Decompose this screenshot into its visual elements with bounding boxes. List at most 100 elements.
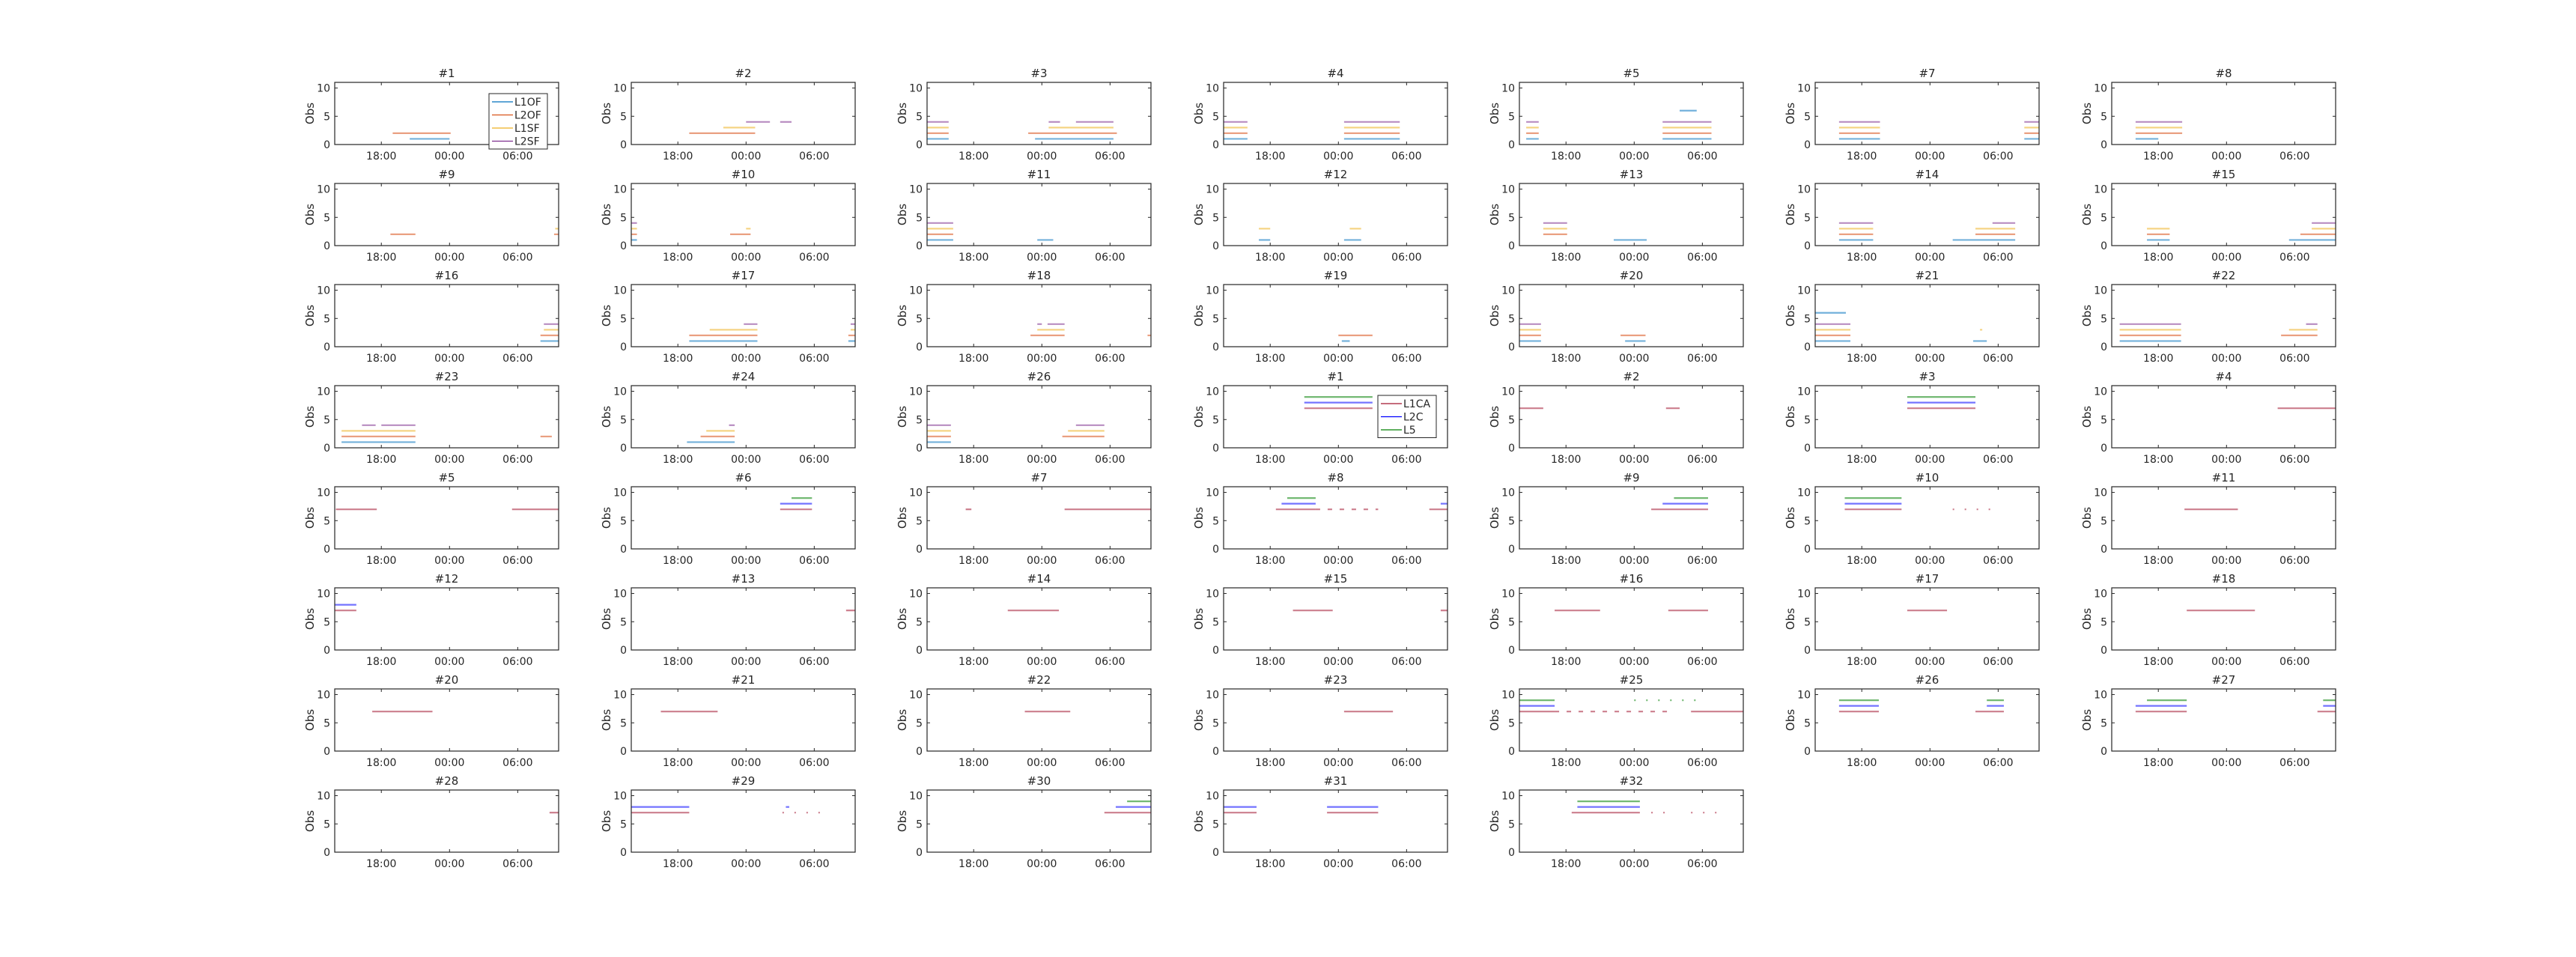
subplot-glonass-11: #11 0 5 10 18:00 00:00 06:00 Obs: [896, 168, 1152, 264]
subplot-gps-9: #9 0 5 10 18:00 00:00 06:00 Obs: [1488, 471, 1744, 567]
y-tick-label: 0: [1804, 341, 1811, 353]
y-tick-label: 10: [909, 386, 923, 398]
x-tick-label: 00:00: [731, 858, 761, 870]
axes-box: [2111, 183, 2336, 246]
subplot-gps-18: #18 0 5 10 18:00 00:00 06:00 Obs: [2080, 572, 2336, 668]
x-tick-label: 00:00: [434, 656, 464, 668]
y-tick-label: 10: [1501, 487, 1515, 499]
y-tick-label: 0: [916, 544, 923, 556]
axes-box: [334, 385, 559, 449]
y-tick-label: 10: [613, 184, 627, 196]
subplot-title: #30: [1027, 774, 1051, 788]
y-tick-label: 0: [1212, 847, 1219, 859]
axes-box: [334, 789, 559, 853]
x-tick-label: 18:00: [1255, 555, 1285, 567]
subplot-title: #8: [2215, 67, 2232, 80]
x-tick-label: 18:00: [2143, 151, 2173, 162]
x-tick-label: 18:00: [1847, 555, 1877, 567]
axes-box: [334, 587, 559, 651]
x-tick-label: 00:00: [1915, 656, 1945, 668]
y-axis-label: Obs: [1192, 608, 1206, 630]
x-tick-label: 06:00: [2279, 757, 2309, 769]
subplot-title: #11: [2212, 471, 2236, 484]
subplot-gps-11: #11 0 5 10 18:00 00:00 06:00 Obs: [2080, 471, 2336, 567]
y-axis-label: Obs: [600, 810, 613, 832]
y-tick-label: 10: [909, 487, 923, 499]
x-tick-label: 06:00: [1391, 555, 1421, 567]
x-tick-label: 00:00: [1027, 353, 1057, 365]
subplot-title: #16: [1620, 572, 1644, 586]
subplot-gps-2: #2 0 5 10 18:00 00:00 06:00 Obs: [1488, 370, 1744, 466]
y-tick-label: 0: [1212, 341, 1219, 353]
x-tick-label: 06:00: [502, 555, 532, 567]
y-tick-label: 10: [613, 386, 627, 398]
subplot-glonass-13: #13 0 5 10 18:00 00:00 06:00 Obs: [1488, 168, 1744, 264]
axes-box: [334, 486, 559, 550]
y-tick-label: 5: [1804, 616, 1811, 628]
x-tick-label: 06:00: [1687, 151, 1717, 162]
axes-box: [2111, 385, 2336, 449]
x-tick-label: 18:00: [1551, 555, 1581, 567]
y-axis-label: Obs: [1488, 305, 1501, 326]
y-tick-label: 5: [916, 616, 923, 628]
y-axis-label: Obs: [600, 507, 613, 529]
x-tick-label: 18:00: [1255, 656, 1285, 668]
subplot-title: #2: [1623, 370, 1639, 383]
y-tick-label: 0: [2100, 341, 2107, 353]
y-axis-label: Obs: [1784, 103, 1797, 124]
y-tick-label: 5: [1508, 717, 1515, 729]
y-tick-label: 0: [323, 443, 330, 455]
axes-box: [334, 284, 559, 347]
x-tick-label: 00:00: [1619, 353, 1649, 365]
x-tick-label: 00:00: [1619, 151, 1649, 162]
y-tick-label: 5: [1212, 515, 1219, 527]
x-tick-label: 18:00: [1847, 454, 1877, 466]
y-tick-label: 0: [1508, 240, 1515, 252]
x-tick-label: 00:00: [1027, 858, 1057, 870]
x-tick-label: 06:00: [1095, 454, 1125, 466]
axes-box: [1519, 385, 1744, 449]
x-tick-label: 06:00: [1983, 252, 2013, 264]
y-tick-label: 0: [323, 240, 330, 252]
y-axis-label: Obs: [600, 103, 613, 124]
y-tick-label: 10: [317, 589, 330, 601]
subplot-title: #3: [1030, 67, 1047, 80]
y-axis-label: Obs: [2080, 103, 2094, 124]
x-tick-label: 06:00: [1983, 151, 2013, 162]
y-axis-label: Obs: [303, 810, 317, 832]
x-tick-label: 06:00: [1983, 454, 2013, 466]
x-tick-label: 00:00: [434, 353, 464, 365]
axes-box: [926, 486, 1152, 550]
x-tick-label: 18:00: [1847, 353, 1877, 365]
y-tick-label: 5: [1508, 414, 1515, 426]
subplot-glonass-18: #18 0 5 10 18:00 00:00 06:00 Obs: [896, 269, 1152, 365]
y-tick-label: 0: [916, 443, 923, 455]
y-tick-label: 5: [323, 414, 330, 426]
x-tick-label: 18:00: [663, 858, 693, 870]
y-tick-label: 5: [1804, 717, 1811, 729]
x-tick-label: 18:00: [663, 757, 693, 769]
x-tick-label: 00:00: [1323, 858, 1353, 870]
y-tick-label: 10: [317, 184, 330, 196]
y-tick-label: 0: [620, 847, 627, 859]
subplot-glonass-22: #22 0 5 10 18:00 00:00 06:00 Obs: [2080, 269, 2336, 365]
x-tick-label: 18:00: [1255, 252, 1285, 264]
x-tick-label: 00:00: [1619, 858, 1649, 870]
x-tick-label: 06:00: [502, 656, 532, 668]
x-tick-label: 00:00: [1323, 252, 1353, 264]
subplot-title: #1: [1327, 370, 1343, 383]
axes-box: [1223, 183, 1448, 246]
x-tick-label: 00:00: [1915, 252, 1945, 264]
x-tick-label: 18:00: [366, 858, 396, 870]
subplot-gps-5: #5 0 5 10 18:00 00:00 06:00 Obs: [303, 471, 559, 567]
subplot-title: #13: [1620, 168, 1644, 181]
x-tick-label: 18:00: [1551, 757, 1581, 769]
subplot-title: #22: [2212, 269, 2236, 282]
y-tick-label: 10: [1797, 184, 1811, 196]
x-tick-label: 18:00: [959, 858, 988, 870]
x-tick-label: 18:00: [366, 555, 396, 567]
y-tick-label: 5: [620, 212, 627, 224]
x-tick-label: 18:00: [366, 151, 396, 162]
